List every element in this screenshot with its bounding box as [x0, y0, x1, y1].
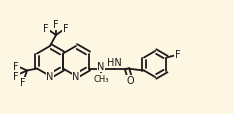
- Text: F: F: [13, 71, 19, 81]
- Text: F: F: [13, 61, 19, 71]
- Text: F: F: [53, 20, 59, 30]
- Text: F: F: [20, 78, 26, 88]
- Text: F: F: [175, 50, 180, 60]
- Text: F: F: [43, 24, 49, 34]
- Text: O: O: [126, 76, 134, 86]
- Text: N: N: [46, 71, 54, 81]
- Text: CH₃: CH₃: [93, 74, 109, 83]
- Text: HN: HN: [107, 57, 121, 67]
- Text: F: F: [63, 24, 69, 34]
- Text: N: N: [97, 62, 105, 72]
- Text: N: N: [72, 71, 80, 81]
